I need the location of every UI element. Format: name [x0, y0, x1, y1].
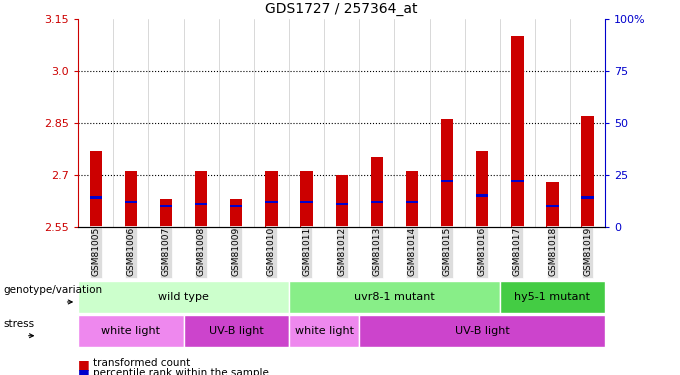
Text: UV-B light: UV-B light — [455, 326, 509, 336]
Bar — [78, 281, 289, 313]
Text: GSM81019: GSM81019 — [583, 227, 592, 276]
Bar — [160, 199, 172, 227]
Bar — [90, 150, 102, 227]
Text: uvr8-1 mutant: uvr8-1 mutant — [354, 292, 435, 302]
Text: white light: white light — [101, 326, 160, 336]
Bar — [265, 171, 277, 227]
Text: GSM81014: GSM81014 — [407, 227, 416, 276]
Text: UV-B light: UV-B light — [209, 326, 264, 336]
Bar — [289, 281, 500, 313]
Text: GSM81006: GSM81006 — [126, 227, 135, 276]
Bar — [90, 196, 102, 199]
Text: GSM81007: GSM81007 — [162, 227, 171, 276]
Bar — [546, 205, 559, 207]
Text: GSM81010: GSM81010 — [267, 227, 276, 276]
Bar — [546, 182, 559, 227]
Bar — [184, 315, 289, 347]
Text: ■: ■ — [78, 368, 90, 375]
Bar — [335, 175, 348, 227]
Bar — [371, 201, 383, 203]
Bar — [371, 158, 383, 227]
Text: percentile rank within the sample: percentile rank within the sample — [93, 368, 269, 375]
Text: GSM81018: GSM81018 — [548, 227, 557, 276]
Text: wild type: wild type — [158, 292, 209, 302]
Text: white light: white light — [294, 326, 354, 336]
Bar — [195, 202, 207, 206]
Text: GSM81013: GSM81013 — [373, 227, 381, 276]
Bar — [511, 36, 524, 227]
Text: transformed count: transformed count — [93, 358, 190, 368]
Bar — [160, 205, 172, 207]
Text: genotype/variation: genotype/variation — [3, 285, 103, 295]
Text: GSM81015: GSM81015 — [443, 227, 452, 276]
Bar — [581, 196, 594, 199]
Bar — [581, 116, 594, 227]
Bar — [406, 171, 418, 227]
Bar — [359, 315, 605, 347]
Bar — [335, 202, 348, 206]
Bar — [476, 194, 488, 197]
Bar — [289, 315, 359, 347]
Text: ■: ■ — [78, 358, 90, 371]
Text: stress: stress — [3, 319, 35, 329]
Bar — [406, 201, 418, 203]
Bar — [441, 180, 454, 183]
Bar — [441, 119, 454, 227]
Text: GSM81012: GSM81012 — [337, 227, 346, 276]
Text: GSM81009: GSM81009 — [232, 227, 241, 276]
Bar — [124, 171, 137, 227]
Bar — [476, 150, 488, 227]
Text: GSM81011: GSM81011 — [302, 227, 311, 276]
Bar — [78, 315, 184, 347]
Text: GSM81016: GSM81016 — [478, 227, 487, 276]
Text: GSM81008: GSM81008 — [197, 227, 205, 276]
Bar — [301, 201, 313, 203]
Text: hy5-1 mutant: hy5-1 mutant — [515, 292, 590, 302]
Text: GSM81017: GSM81017 — [513, 227, 522, 276]
Title: GDS1727 / 257364_at: GDS1727 / 257364_at — [265, 2, 418, 16]
Bar — [301, 171, 313, 227]
Bar — [500, 281, 605, 313]
Bar — [195, 171, 207, 227]
Bar — [230, 205, 243, 207]
Bar — [230, 199, 243, 227]
Bar — [265, 201, 277, 203]
Bar — [124, 201, 137, 203]
Bar — [511, 180, 524, 183]
Text: GSM81005: GSM81005 — [91, 227, 100, 276]
